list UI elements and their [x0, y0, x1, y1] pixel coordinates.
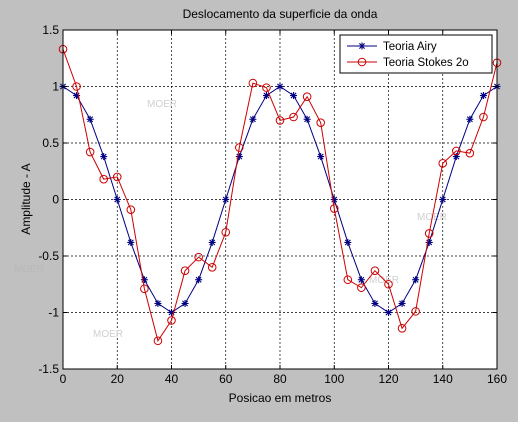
y-tick-label: 0 [52, 193, 59, 207]
data-point-star [208, 238, 216, 246]
axis-ticks [62, 29, 498, 370]
data-point-star [181, 299, 189, 307]
data-point-circle [153, 336, 163, 346]
watermark: MOER [14, 264, 44, 275]
data-point-circle [479, 112, 488, 122]
data-point-star [371, 299, 379, 307]
data-point-circle [397, 324, 407, 333]
data-point-star [235, 153, 243, 161]
watermark: MOER [369, 275, 399, 286]
data-point-star [276, 83, 284, 90]
data-point-circle [411, 307, 420, 316]
legend-marker-star [358, 42, 366, 50]
data-point-star [113, 196, 121, 203]
data-point-circle [85, 147, 95, 157]
data-point-star [317, 153, 325, 161]
y-tick-label: -0.5 [38, 249, 59, 263]
data-point-star [262, 92, 270, 100]
data-point-star [344, 238, 352, 246]
data-point-circle [384, 279, 393, 289]
data-point-star [303, 115, 311, 123]
data-point-circle [112, 172, 122, 182]
data-point-star [466, 115, 474, 123]
x-tick-label: 160 [487, 372, 507, 386]
data-point-circle [262, 83, 271, 92]
series-line [62, 49, 498, 342]
data-point-star [290, 92, 298, 100]
data-point-star [479, 92, 487, 100]
data-point-star [249, 115, 257, 123]
data-point-circle [275, 116, 285, 125]
y-tick-label: -1 [48, 306, 59, 320]
data-point-star [398, 299, 406, 307]
data-point-circle [329, 204, 339, 213]
x-tick-label: 80 [273, 372, 287, 386]
data-point-circle [180, 266, 190, 275]
x-tick-label: 20 [111, 372, 125, 386]
data-point-circle [289, 112, 298, 122]
data-point-star [140, 276, 148, 284]
legend-label: Teoria Stokes 2o [383, 57, 469, 69]
y-tick-label: 1.5 [42, 23, 59, 37]
data-point-star [100, 153, 108, 161]
data-point-star [412, 276, 420, 284]
x-tick-label: 0 [60, 372, 67, 386]
y-tick-label: 1 [52, 80, 59, 94]
y-axis-label: Amplitude - A [19, 163, 33, 234]
data-point-circle [194, 252, 203, 262]
data-point-star [357, 276, 365, 284]
data-point-circle [452, 146, 461, 156]
series-1 [59, 83, 501, 316]
legend-box [339, 34, 493, 74]
data-point-circle [302, 92, 312, 101]
data-point-circle [126, 205, 136, 214]
data-point-circle [99, 174, 108, 184]
data-point-star [195, 276, 203, 284]
x-tick-label: 100 [324, 372, 344, 386]
x-tick-label: 40 [165, 372, 179, 386]
legend: Teoria Airy Teoria Stokes 2o [339, 34, 493, 74]
chart-title: Deslocamento da superficie da onda [183, 7, 378, 21]
data-point-circle [72, 82, 81, 91]
watermark: MOER [147, 99, 177, 110]
data-point-circle [167, 316, 176, 325]
data-point-star [330, 196, 338, 203]
data-point-circle [248, 78, 258, 88]
data-point-star [385, 309, 392, 316]
data-point-circle [370, 266, 380, 275]
y-tick-label: -1.5 [38, 362, 59, 376]
x-tick-label: 60 [219, 372, 233, 386]
data-point-circle [357, 283, 366, 292]
legend-label: Teoria Airy [383, 41, 437, 53]
x-tick-label: 140 [433, 372, 453, 386]
data-point-star [127, 238, 135, 246]
data-point-star [222, 196, 230, 203]
data-point-circle [424, 229, 434, 238]
data-point-circle [343, 275, 353, 285]
legend-marker-circle [357, 57, 367, 67]
tick-labels: 0 20 40 60 80 100 120 140 160 -1.5 -1 -0.5 0 0.5 1 1.5 [38, 23, 507, 386]
x-axis-label: Posicao em metros [229, 391, 332, 405]
data-point-star [439, 196, 447, 203]
data-point-star [86, 115, 94, 123]
data-point-circle [465, 148, 475, 158]
data-point-circle [207, 263, 217, 272]
data-point-circle [438, 159, 448, 168]
data-point-circle [316, 118, 325, 127]
y-tick-label: 0.5 [42, 136, 59, 150]
series-layer [58, 44, 502, 346]
data-point-star [154, 299, 162, 307]
watermark: MOER [93, 329, 123, 340]
data-point-circle [221, 227, 231, 237]
series-2 [58, 44, 502, 346]
data-point-circle [140, 284, 149, 294]
data-point-circle [235, 143, 244, 152]
x-tick-label: 120 [378, 372, 398, 386]
